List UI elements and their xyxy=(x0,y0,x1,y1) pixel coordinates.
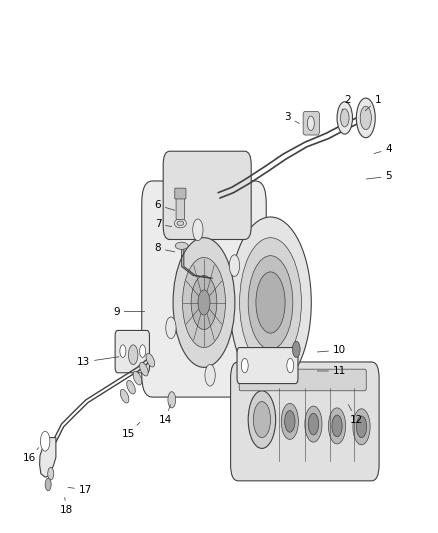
Text: 15: 15 xyxy=(121,422,140,439)
Circle shape xyxy=(166,317,176,338)
Circle shape xyxy=(307,116,314,131)
Text: 11: 11 xyxy=(318,366,346,376)
Circle shape xyxy=(360,106,371,130)
Text: 7: 7 xyxy=(155,219,172,229)
Text: 5: 5 xyxy=(366,172,392,181)
Circle shape xyxy=(332,415,342,437)
Text: 4: 4 xyxy=(374,144,392,155)
Circle shape xyxy=(45,478,51,491)
Circle shape xyxy=(230,255,240,277)
Circle shape xyxy=(241,358,248,373)
Text: 1: 1 xyxy=(365,95,381,111)
Circle shape xyxy=(128,345,138,365)
Circle shape xyxy=(357,98,375,138)
Ellipse shape xyxy=(175,242,188,249)
Text: 12: 12 xyxy=(348,405,363,425)
Ellipse shape xyxy=(120,390,129,403)
Circle shape xyxy=(253,401,271,438)
Circle shape xyxy=(340,109,349,127)
FancyBboxPatch shape xyxy=(175,188,186,199)
Text: 2: 2 xyxy=(342,95,351,110)
Text: 10: 10 xyxy=(318,345,346,356)
Ellipse shape xyxy=(146,353,155,367)
Circle shape xyxy=(168,392,176,408)
Text: 16: 16 xyxy=(23,448,39,463)
Circle shape xyxy=(193,219,203,240)
Text: 9: 9 xyxy=(113,306,145,317)
FancyBboxPatch shape xyxy=(230,362,379,481)
Circle shape xyxy=(173,238,235,367)
Circle shape xyxy=(357,416,367,438)
Circle shape xyxy=(140,345,145,358)
FancyBboxPatch shape xyxy=(239,369,366,391)
Circle shape xyxy=(191,276,217,329)
FancyBboxPatch shape xyxy=(115,330,149,373)
Circle shape xyxy=(305,406,322,442)
Text: 3: 3 xyxy=(284,112,299,124)
Polygon shape xyxy=(39,438,56,477)
FancyBboxPatch shape xyxy=(163,151,251,239)
Text: 18: 18 xyxy=(60,497,73,515)
Circle shape xyxy=(198,290,210,315)
Circle shape xyxy=(256,272,285,333)
Text: 6: 6 xyxy=(155,200,175,210)
Circle shape xyxy=(353,409,370,445)
Circle shape xyxy=(248,391,276,448)
Circle shape xyxy=(328,408,346,444)
Circle shape xyxy=(287,358,294,373)
Circle shape xyxy=(120,345,126,358)
Text: 14: 14 xyxy=(159,405,172,425)
FancyBboxPatch shape xyxy=(176,195,185,220)
Circle shape xyxy=(40,431,50,451)
Circle shape xyxy=(48,467,54,480)
Ellipse shape xyxy=(133,372,142,385)
Circle shape xyxy=(293,341,300,358)
FancyBboxPatch shape xyxy=(237,348,298,384)
Circle shape xyxy=(285,410,295,432)
Circle shape xyxy=(240,238,301,367)
Circle shape xyxy=(205,365,215,386)
FancyBboxPatch shape xyxy=(303,111,319,135)
Ellipse shape xyxy=(140,362,148,376)
Ellipse shape xyxy=(177,221,184,225)
Circle shape xyxy=(248,256,293,349)
Text: 13: 13 xyxy=(77,357,119,367)
FancyBboxPatch shape xyxy=(142,181,266,397)
Text: 8: 8 xyxy=(155,244,175,254)
Circle shape xyxy=(337,102,353,134)
Circle shape xyxy=(183,257,226,348)
Ellipse shape xyxy=(174,219,187,228)
Circle shape xyxy=(281,403,298,439)
Circle shape xyxy=(230,217,311,388)
Text: 17: 17 xyxy=(68,485,92,495)
Ellipse shape xyxy=(127,381,135,394)
Circle shape xyxy=(308,413,318,435)
